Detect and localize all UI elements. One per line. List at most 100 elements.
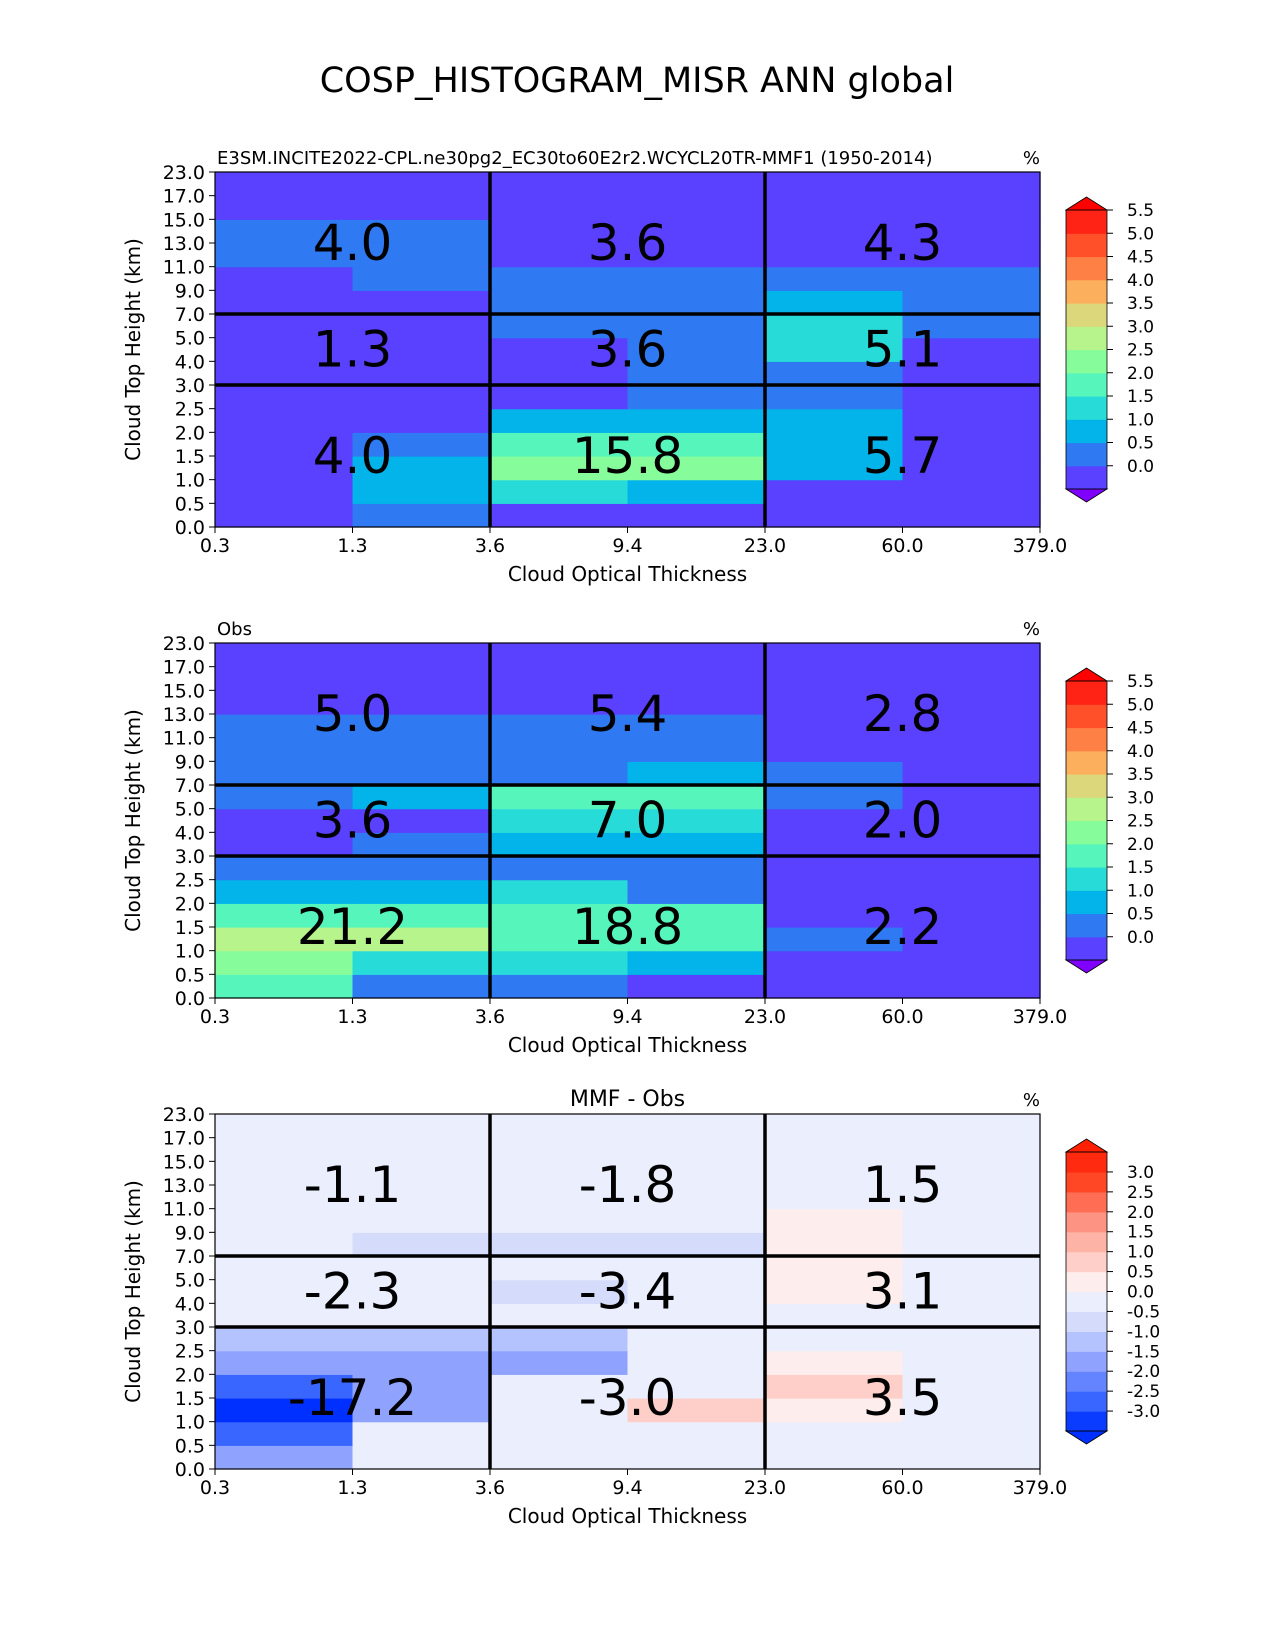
y-tick-label: 5.0 [175, 799, 205, 821]
heatmap-cell [215, 1374, 354, 1399]
colorbar-tick-label: 3.0 [1127, 788, 1154, 808]
heatmap-cell [627, 219, 766, 244]
heatmap-cell [215, 479, 354, 504]
heatmap-cell [627, 690, 766, 715]
heatmap-cell [902, 385, 1041, 410]
y-tick-label: 7.0 [175, 304, 205, 326]
panel-left-title: E3SM.INCITE2022-CPL.ne30pg2_EC30to60E2r2… [217, 148, 932, 169]
y-tick-label: 1.5 [175, 917, 205, 939]
x-axis-label: Cloud Optical Thickness [508, 1033, 747, 1057]
heatmap-cell [215, 1256, 354, 1281]
heatmap-cell [352, 808, 491, 833]
heatmap-cell [352, 479, 491, 504]
y-tick-label: 23.0 [163, 633, 205, 655]
heatmap-cell [765, 666, 904, 691]
heatmap-cell [490, 172, 629, 197]
heatmap-cell [215, 172, 354, 197]
y-tick-label: 2.5 [175, 1341, 205, 1363]
heatmap-cell [765, 1445, 904, 1470]
colorbar-segment [1066, 867, 1107, 891]
heatmap-cell [902, 1445, 1041, 1470]
x-tick-label: 0.3 [200, 535, 230, 557]
colorbar-segment [1066, 1231, 1107, 1253]
heatmap-cell [627, 1303, 766, 1328]
heatmap-cell [215, 879, 354, 904]
heatmap-cell [902, 666, 1041, 691]
heatmap-cell [902, 643, 1041, 668]
colorbar-segment [1066, 326, 1107, 351]
x-tick-label: 23.0 [744, 535, 786, 557]
panel-units: % [1023, 619, 1040, 640]
heatmap-cell [765, 1232, 904, 1257]
x-axis-label: Cloud Optical Thickness [508, 1504, 747, 1528]
heatmap-cell [490, 219, 629, 244]
heatmap-cell [215, 690, 354, 715]
heatmap-cell [490, 785, 629, 810]
heatmap-cell [765, 361, 904, 386]
heatmap-cell [627, 856, 766, 881]
heatmap-cell [765, 950, 904, 975]
heatmap-cell [627, 172, 766, 197]
heatmap-cell [490, 243, 629, 268]
y-axis-label: Cloud Top Height (km) [121, 709, 145, 932]
heatmap-cell [215, 1137, 354, 1162]
y-tick-label: 0.5 [175, 493, 205, 515]
colorbar-tick-label: 0.0 [1127, 1283, 1154, 1303]
heatmap-cell [765, 785, 904, 810]
heatmap-cell [627, 1327, 766, 1352]
colorbar-segment [1066, 210, 1107, 234]
y-tick-label: 3.0 [175, 846, 205, 868]
heatmap-cell [765, 1114, 904, 1139]
panel-title: MMF - Obs [570, 1087, 685, 1112]
heatmap-cell [627, 1279, 766, 1304]
colorbar-segment [1066, 465, 1107, 490]
heatmap-cell [627, 927, 766, 952]
heatmap-cell [902, 432, 1041, 457]
heatmap-cell [352, 361, 491, 386]
colorbar-under-extension [1064, 959, 1109, 974]
heatmap-cell [627, 314, 766, 339]
heatmap-cell [490, 456, 629, 481]
x-tick-label: 379.0 [1013, 1477, 1067, 1499]
heatmap-cell [902, 503, 1041, 528]
heatmap-cell [902, 1374, 1041, 1399]
heatmap-cell [490, 1232, 629, 1257]
y-tick-label: 0.0 [175, 1459, 205, 1481]
x-tick-label: 3.6 [475, 1477, 505, 1499]
region-value-label: 4.3 [863, 214, 943, 272]
heatmap-cell [902, 479, 1041, 504]
heatmap-cell [902, 1114, 1041, 1139]
colorbar-under-extension [1064, 1430, 1109, 1445]
colorbar-tick-label: 5.5 [1127, 201, 1154, 221]
heatmap-cell [490, 1421, 629, 1446]
heatmap-cell [627, 666, 766, 691]
colorbar-segment [1066, 303, 1107, 327]
heatmap-cell [902, 1327, 1041, 1352]
heatmap-cell [627, 1114, 766, 1139]
colorbar-segment [1066, 279, 1107, 304]
x-tick-label: 3.6 [475, 1006, 505, 1028]
heatmap-cell [627, 1256, 766, 1281]
heatmap-cell [352, 408, 491, 433]
x-tick-label: 1.3 [337, 535, 367, 557]
heatmap-cell [902, 408, 1041, 433]
heatmap-cell [352, 879, 491, 904]
heatmap-cell [352, 503, 491, 528]
colorbar-tick-label: 2.0 [1127, 835, 1154, 855]
colorbar-tick-label: 3.5 [1127, 765, 1154, 785]
heatmap-cell [490, 1208, 629, 1233]
heatmap-cell [215, 832, 354, 857]
heatmap-cell [215, 290, 354, 315]
heatmap-cell [765, 927, 904, 952]
heatmap-cell [490, 974, 629, 999]
heatmap-cell [765, 737, 904, 762]
heatmap-cell [902, 1185, 1041, 1210]
colorbar-segment [1066, 727, 1107, 752]
heatmap-cell [902, 1421, 1041, 1446]
y-tick-label: 1.0 [175, 1412, 205, 1434]
heatmap-cell [902, 290, 1041, 315]
y-tick-label: 2.5 [175, 399, 205, 421]
heatmap-cell [490, 1114, 629, 1139]
heatmap-cell [352, 1232, 491, 1257]
heatmap-cell [215, 1208, 354, 1233]
